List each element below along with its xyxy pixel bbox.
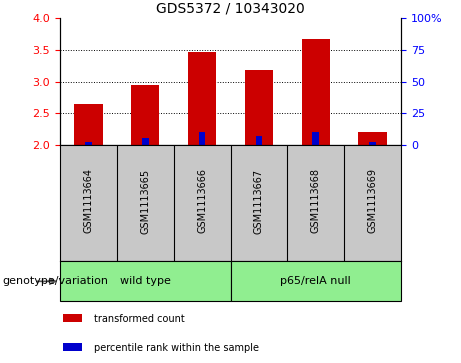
Text: percentile rank within the sample: percentile rank within the sample: [94, 343, 259, 353]
Bar: [60, 261, 230, 301]
Text: GSM1113669: GSM1113669: [367, 168, 378, 233]
Bar: [131, 86, 160, 145]
Bar: [230, 261, 401, 301]
Title: GDS5372 / 10343020: GDS5372 / 10343020: [156, 1, 305, 16]
Text: GSM1113666: GSM1113666: [197, 168, 207, 233]
Text: genotype/variation: genotype/variation: [2, 276, 108, 286]
Text: GSM1113667: GSM1113667: [254, 168, 264, 233]
Bar: [85, 142, 92, 145]
Text: p65/relA null: p65/relA null: [280, 276, 351, 286]
Bar: [369, 142, 376, 145]
Bar: [358, 132, 387, 145]
Text: GSM1113664: GSM1113664: [83, 168, 94, 233]
Text: GSM1113665: GSM1113665: [140, 168, 150, 233]
Bar: [63, 314, 82, 322]
Bar: [313, 132, 319, 145]
Bar: [63, 343, 82, 351]
Bar: [255, 136, 262, 145]
Text: wild type: wild type: [120, 276, 171, 286]
Bar: [245, 70, 273, 145]
Bar: [301, 39, 330, 145]
Bar: [199, 132, 206, 145]
Bar: [142, 138, 148, 145]
Text: GSM1113668: GSM1113668: [311, 168, 321, 233]
Text: transformed count: transformed count: [94, 314, 185, 323]
Bar: [74, 104, 102, 145]
Bar: [188, 52, 216, 145]
